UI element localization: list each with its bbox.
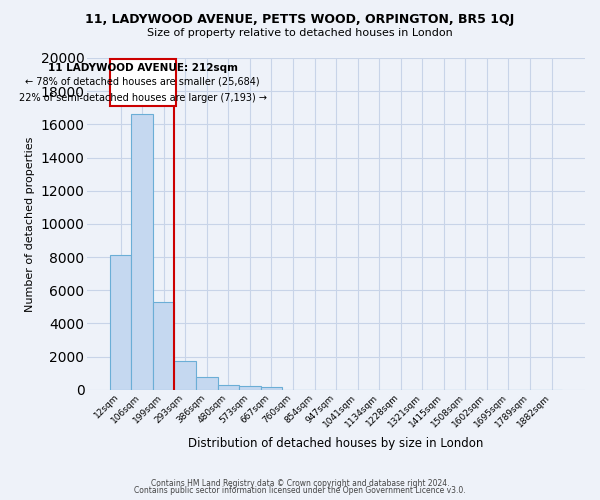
Text: 22% of semi-detached houses are larger (7,193) →: 22% of semi-detached houses are larger (… [19,93,266,103]
Bar [239,386,260,390]
Y-axis label: Number of detached properties: Number of detached properties [25,136,35,312]
Bar [218,385,239,390]
Bar [260,388,282,390]
Bar [153,302,175,390]
Bar [131,114,153,390]
Text: 11, LADYWOOD AVENUE, PETTS WOOD, ORPINGTON, BR5 1QJ: 11, LADYWOOD AVENUE, PETTS WOOD, ORPINGT… [85,12,515,26]
Text: ← 78% of detached houses are smaller (25,684): ← 78% of detached houses are smaller (25… [25,76,260,86]
Text: Size of property relative to detached houses in London: Size of property relative to detached ho… [147,28,453,38]
Bar [110,256,131,390]
X-axis label: Distribution of detached houses by size in London: Distribution of detached houses by size … [188,437,484,450]
Text: Contains HM Land Registry data © Crown copyright and database right 2024.: Contains HM Land Registry data © Crown c… [151,478,449,488]
Text: Contains public sector information licensed under the Open Government Licence v3: Contains public sector information licen… [134,486,466,495]
Bar [175,360,196,390]
Text: 11 LADYWOOD AVENUE: 212sqm: 11 LADYWOOD AVENUE: 212sqm [47,63,238,73]
FancyBboxPatch shape [110,59,176,106]
Bar [196,378,218,390]
